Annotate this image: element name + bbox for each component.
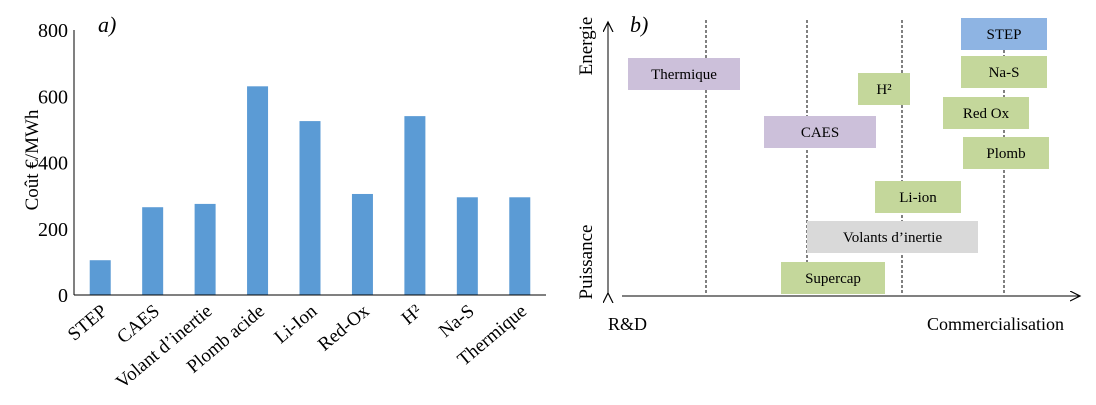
technology-box <box>764 116 876 148</box>
y-tick-label: 200 <box>38 219 68 241</box>
bar <box>89 260 111 295</box>
technology-box <box>628 58 740 90</box>
technology-label: Na-S <box>989 65 1020 81</box>
power-label: Puissance <box>576 225 597 300</box>
technology-box <box>858 73 910 105</box>
technology-label: Thermique <box>651 67 717 83</box>
bar <box>456 197 478 295</box>
cost-bar-chart: a) Coût €/MWh 0 200 400 600 800 STEP CAESVola… <box>22 12 546 393</box>
technology-label: STEP <box>986 27 1021 43</box>
bar <box>247 86 269 295</box>
technology-box <box>961 56 1047 88</box>
panel-b-label: b) <box>630 12 648 37</box>
technology-box <box>943 97 1029 129</box>
technology-box <box>961 18 1047 50</box>
bar <box>194 203 216 295</box>
rd-label: R&D <box>608 314 647 334</box>
panel-a-label: a) <box>98 12 116 37</box>
x-tick-label: Red-Ox <box>314 300 374 355</box>
bar <box>509 197 531 295</box>
commercialisation-label: Commercialisation <box>927 314 1064 334</box>
x-tick-label: STEP <box>64 301 111 346</box>
maturity-diagram: b) Energie Puissance R&D Commercialisati… <box>576 12 1080 334</box>
y-axis-ticks: 0 200 400 600 800 <box>38 20 68 307</box>
technology-label: H² <box>876 82 892 98</box>
technology-box <box>781 262 885 294</box>
y-tick-label: 400 <box>38 153 68 175</box>
technology-label: Supercap <box>805 271 861 287</box>
technology-label: Li-ion <box>899 190 937 206</box>
y-tick-label: 800 <box>38 20 68 42</box>
x-tick-label: Li-Ion <box>271 300 322 348</box>
x-tick-label: Na-S <box>435 301 478 342</box>
technology-label: CAES <box>801 125 839 141</box>
technology-box <box>875 181 961 213</box>
technology-box <box>963 137 1049 169</box>
bar <box>299 121 321 295</box>
technology-label: Plomb <box>986 146 1025 162</box>
y-axis-title: Coût €/MWh <box>22 109 43 210</box>
bars <box>89 86 531 295</box>
bar <box>351 193 373 295</box>
bar <box>404 116 426 295</box>
technology-label: Volants d’inertie <box>843 230 943 246</box>
technology-boxes: STEP Thermique Na-S H² Red Ox CAES Plomb Li-ion… <box>628 18 1049 294</box>
y-tick-label: 600 <box>38 86 68 108</box>
y-tick-label: 0 <box>58 285 68 307</box>
bar <box>142 207 164 295</box>
x-tick-label: H² <box>398 301 427 330</box>
technology-label: Red Ox <box>963 106 1010 122</box>
energy-label: Energie <box>576 17 597 76</box>
technology-box <box>807 221 978 253</box>
